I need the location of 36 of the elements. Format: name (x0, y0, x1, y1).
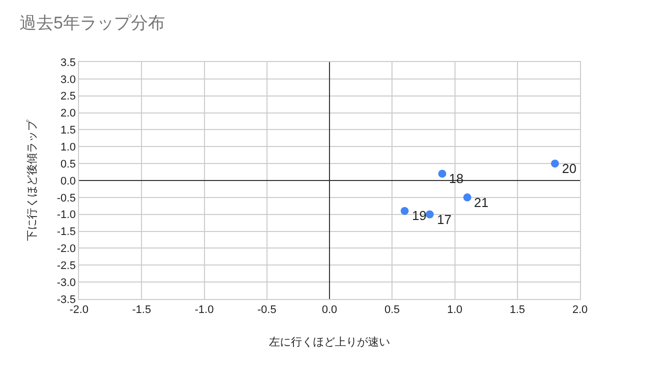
y-tick-label: -2.5 (56, 260, 76, 272)
y-tick-label: 0.0 (60, 175, 76, 188)
y-tick-label: -3.5 (56, 294, 76, 306)
y-tick-label: 3.5 (60, 56, 76, 69)
x-tick-label: -0.5 (257, 304, 276, 316)
y-tick-label: -2.0 (56, 243, 76, 256)
y-tick-label: 2.0 (60, 108, 76, 120)
x-tick-label: 1.0 (447, 304, 462, 316)
x-tick-label: 2.0 (572, 304, 588, 316)
x-tick-label: 1.5 (510, 304, 526, 316)
y-tick-label: 3.0 (60, 74, 76, 86)
y-tick-label: -0.5 (56, 192, 76, 204)
point (400, 206, 409, 215)
y-tick-label: 2.5 (60, 90, 76, 103)
annotation: 20 (562, 161, 576, 176)
y-tick-label: 0.5 (60, 158, 76, 170)
x-tick-label: -1.5 (132, 304, 152, 316)
point (463, 193, 472, 202)
chart-title: 過去5年ラップ分布 (20, 14, 166, 33)
annotation: 21 (474, 195, 488, 210)
y-axis-title: 下に行くほど後傾ラップ (25, 119, 38, 241)
x-axis-title: 左に行くほど上りが速い (269, 335, 390, 348)
y-tick-label: 1.0 (60, 141, 76, 154)
x-tick-label: 0.5 (384, 304, 400, 316)
annotation: 19 (412, 208, 426, 223)
point (550, 160, 559, 168)
x-tick-label: -1.0 (194, 304, 214, 316)
point (426, 210, 434, 218)
x-tick-label: -2.0 (70, 304, 88, 316)
y-tick-label: 1.5 (60, 124, 76, 137)
y-tick-label: -1.5 (56, 226, 76, 238)
x-tick-label: 0.0 (322, 304, 338, 316)
annotation: 17 (437, 212, 452, 227)
y-tick-label: -1.0 (56, 209, 76, 222)
point (438, 170, 446, 178)
y-tick-label: -3.0 (56, 276, 76, 289)
